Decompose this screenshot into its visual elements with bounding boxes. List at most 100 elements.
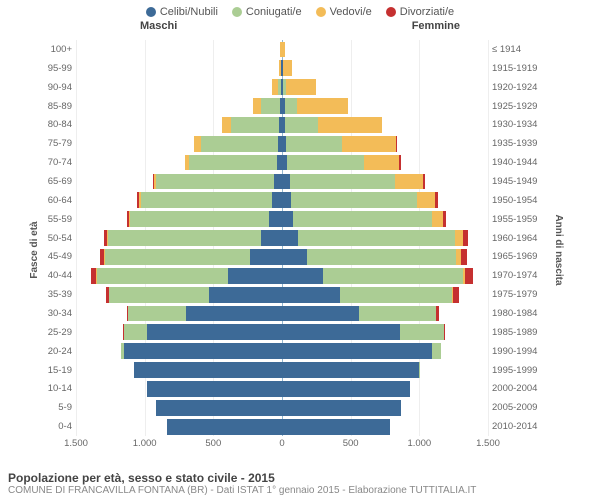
bar-segment [261, 98, 280, 114]
bar-segment [194, 136, 201, 152]
bar-segment [282, 362, 419, 378]
age-label: 95-99 [42, 63, 76, 74]
male-bar [76, 174, 282, 190]
birth-label: 1940-1944 [488, 157, 540, 168]
male-bar [76, 60, 282, 76]
age-label: 40-44 [42, 270, 76, 281]
birth-label: 1975-1979 [488, 289, 540, 300]
bar-segment [253, 98, 261, 114]
bar-segment [417, 192, 435, 208]
bar-segment [285, 117, 318, 133]
bar-segment [282, 249, 307, 265]
female-bar [282, 268, 488, 284]
pyramid-row: 15-191995-1999 [42, 361, 540, 380]
row-bars [76, 78, 488, 97]
pyramid-row: 60-64 1950-1954 [42, 191, 540, 210]
bar-segment [274, 174, 282, 190]
age-label: 20-24 [42, 346, 76, 357]
birth-label: 1925-1929 [488, 101, 540, 112]
bar-segment [463, 230, 468, 246]
bar-segment [432, 211, 443, 227]
chart-title: Popolazione per età, sesso e stato civil… [8, 471, 592, 485]
bar-segment [291, 192, 417, 208]
x-tick: 1.000 [407, 438, 431, 449]
bar-segment [436, 306, 438, 322]
legend-item: Celibi/Nubili [146, 6, 218, 18]
row-bars [76, 323, 488, 342]
legend-swatch [316, 7, 326, 17]
bar-segment [453, 287, 458, 303]
female-bar [282, 362, 488, 378]
row-bars [76, 304, 488, 323]
male-bar [76, 155, 282, 171]
birth-label: 2010-2014 [488, 421, 540, 432]
birth-label: 1950-1954 [488, 195, 540, 206]
bar-segment [124, 324, 147, 340]
row-bars [76, 266, 488, 285]
male-bar [76, 287, 282, 303]
bar-segment [282, 419, 390, 435]
x-tick: 1.000 [133, 438, 157, 449]
birth-label: 1990-1994 [488, 346, 540, 357]
pyramid-row: 45-491965-1969 [42, 247, 540, 266]
age-label: 30-34 [42, 308, 76, 319]
row-bars [76, 134, 488, 153]
female-bar [282, 324, 488, 340]
row-bars [76, 247, 488, 266]
legend-label: Celibi/Nubili [160, 6, 218, 18]
male-bar [76, 79, 282, 95]
legend-label: Divorziati/e [400, 6, 454, 18]
legend-item: Divorziati/e [386, 6, 454, 18]
age-label: 10-14 [42, 383, 76, 394]
pyramid-row: 70-74 1940-1944 [42, 153, 540, 172]
birth-label: ≤ 1914 [488, 44, 540, 55]
bar-segment [105, 249, 251, 265]
pyramid-row: 80-841930-1934 [42, 115, 540, 134]
bar-segment [364, 155, 400, 171]
row-bars [76, 342, 488, 361]
male-bar [76, 343, 282, 359]
birth-label: 1945-1949 [488, 176, 540, 187]
bar-segment [423, 174, 425, 190]
legend-swatch [232, 7, 242, 17]
pyramid-row: 95-991915-1919 [42, 59, 540, 78]
legend-item: Coniugati/e [232, 6, 302, 18]
male-bar [76, 136, 282, 152]
bar-segment [128, 306, 186, 322]
legend-item: Vedovi/e [316, 6, 372, 18]
female-bar [282, 381, 488, 397]
pyramid-row: 65-691945-1949 [42, 172, 540, 191]
male-bar [76, 42, 282, 58]
age-label: 80-84 [42, 119, 76, 130]
age-label: 5-9 [42, 402, 76, 413]
male-bar [76, 192, 282, 208]
bar-segment [359, 306, 436, 322]
male-bar [76, 98, 282, 114]
birth-label: 1995-1999 [488, 365, 540, 376]
x-tick: 1.500 [476, 438, 500, 449]
age-label: 60-64 [42, 195, 76, 206]
bar-segment [465, 268, 473, 284]
bar-segment [231, 117, 279, 133]
birth-label: 1980-1984 [488, 308, 540, 319]
pyramid-row: 25-291985-1989 [42, 323, 540, 342]
bar-segment [396, 136, 397, 152]
birth-label: 1985-1989 [488, 327, 540, 338]
bar-segment [395, 174, 422, 190]
x-tick: 500 [205, 438, 221, 449]
bar-segment [282, 324, 400, 340]
female-bar [282, 287, 488, 303]
female-bar [282, 136, 488, 152]
bar-segment [282, 230, 298, 246]
age-label: 45-49 [42, 251, 76, 262]
age-label: 85-89 [42, 101, 76, 112]
bar-segment [283, 60, 291, 76]
pyramid-row: 40-441970-1974 [42, 266, 540, 285]
bar-segment [455, 230, 463, 246]
age-label: 70-74 [42, 157, 76, 168]
bar-segment [293, 211, 432, 227]
female-bar [282, 249, 488, 265]
age-label: 50-54 [42, 233, 76, 244]
male-bar [76, 211, 282, 227]
pyramid-row: 55-591955-1959 [42, 210, 540, 229]
